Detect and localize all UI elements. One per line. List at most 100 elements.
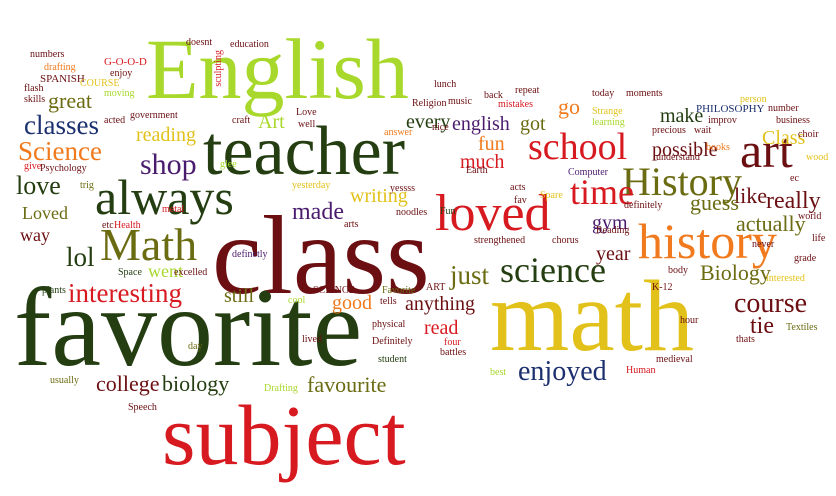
word-body: body bbox=[668, 265, 688, 276]
word-precious: precious bbox=[652, 125, 686, 136]
word-choir: choir bbox=[798, 129, 819, 140]
word-wood: wood bbox=[806, 152, 829, 163]
word-moments: moments bbox=[626, 88, 663, 99]
word-english-cap: English bbox=[146, 21, 409, 117]
word-time: time bbox=[570, 172, 634, 212]
word-anything: anything bbox=[405, 293, 475, 315]
word-psychology: Psychology bbox=[40, 163, 87, 174]
word-spanish: SPANISH bbox=[40, 73, 85, 85]
word-made: made bbox=[292, 199, 344, 225]
word-grade: grade bbox=[794, 253, 817, 264]
word-business: business bbox=[776, 115, 810, 126]
word-flash: flash bbox=[24, 83, 44, 94]
word-trig: trig bbox=[80, 180, 94, 191]
word-noodles: noodles bbox=[396, 207, 428, 218]
word-learning: learning bbox=[592, 117, 625, 128]
word-hour: hour bbox=[680, 315, 699, 326]
word-yesterday: yesterday bbox=[292, 180, 331, 191]
word-number: number bbox=[768, 103, 799, 114]
word-every: every bbox=[406, 111, 451, 133]
word-just: just bbox=[450, 260, 490, 290]
word-tells: tells bbox=[380, 296, 397, 307]
word-give: give bbox=[24, 161, 42, 172]
word-course-cap: COURSE bbox=[80, 78, 120, 89]
word-thats: thats bbox=[736, 334, 755, 345]
word-school: school bbox=[528, 126, 628, 168]
word-art-cap: Art bbox=[258, 111, 285, 133]
word-favorite-cap: Favorite bbox=[382, 285, 416, 296]
word-definitely-cap: Definitely bbox=[372, 336, 413, 347]
word-excelled: excelled bbox=[174, 267, 208, 278]
word-usually: usually bbox=[50, 375, 79, 386]
word-favorite: favorite bbox=[14, 266, 363, 390]
word-back: back bbox=[484, 90, 503, 101]
word-numbers: numbers bbox=[30, 49, 65, 60]
word-science-upper: SCIENCE bbox=[313, 285, 355, 296]
word-fav: fav bbox=[514, 195, 527, 206]
word-lived: lived bbox=[302, 334, 322, 345]
word-art-upper: ART bbox=[426, 282, 446, 293]
word-make: make bbox=[660, 105, 704, 127]
word-love: love bbox=[16, 171, 61, 200]
word-possible: possible bbox=[652, 139, 718, 161]
word-yessss: yessss bbox=[390, 183, 416, 194]
word-human: Human bbox=[626, 365, 656, 376]
word-actually: actually bbox=[736, 211, 806, 236]
word-fun: fun bbox=[478, 133, 505, 155]
word-health: Health bbox=[114, 220, 141, 231]
word-college: college bbox=[96, 371, 160, 396]
word-teacher: teacher bbox=[203, 113, 406, 190]
word-repeat: repeat bbox=[515, 85, 540, 96]
word-medieval: medieval bbox=[656, 354, 693, 365]
word-math-lower: math bbox=[490, 260, 694, 373]
word-got: got bbox=[520, 113, 546, 135]
word-read: read bbox=[424, 317, 459, 339]
word-science-cap: Science bbox=[18, 136, 102, 166]
word-enjoy: enjoy bbox=[110, 68, 133, 79]
word-love-cap: Love bbox=[296, 107, 317, 118]
word-day: day bbox=[188, 341, 203, 352]
word-etc: etc bbox=[102, 220, 114, 231]
word-loved: loved bbox=[435, 185, 551, 242]
word-biology-cap: Biology bbox=[700, 260, 771, 285]
word-year: year bbox=[596, 243, 631, 265]
word-go: go bbox=[558, 94, 580, 119]
word-k12: K-12 bbox=[652, 282, 673, 293]
word-mistakes: mistakes bbox=[498, 99, 533, 110]
word-battles: battles bbox=[440, 347, 467, 358]
word-four: four bbox=[444, 337, 461, 348]
word-understand: understand bbox=[656, 152, 700, 163]
word-metal: metal bbox=[162, 204, 185, 215]
word-way: way bbox=[20, 225, 50, 245]
word-government: government bbox=[130, 110, 178, 121]
word-world: world bbox=[798, 211, 822, 222]
word-arts: arts bbox=[344, 219, 359, 230]
word-books: books bbox=[706, 142, 730, 153]
word-glee: glee bbox=[220, 159, 237, 170]
word-sculpting: sculpting bbox=[213, 50, 224, 87]
word-physical: physical bbox=[372, 319, 406, 330]
word-lol: lol bbox=[66, 242, 95, 272]
word-guess: guess bbox=[690, 190, 739, 215]
word-still: still bbox=[224, 285, 255, 307]
word-drafting-cap: Drafting bbox=[264, 383, 298, 394]
word-space: Space bbox=[118, 267, 142, 278]
word-history-lower: history bbox=[638, 213, 777, 269]
word-gym: gym bbox=[592, 212, 628, 234]
word-acted: acted bbox=[104, 115, 126, 126]
word-writing: writing bbox=[350, 185, 408, 207]
word-philosophy: PHILOSOPHY bbox=[696, 103, 765, 115]
word-great: great bbox=[48, 88, 92, 113]
word-well: well bbox=[298, 119, 316, 130]
word-lunch: lunch bbox=[434, 79, 457, 90]
word-acts: acts bbox=[510, 182, 526, 193]
word-always: always bbox=[95, 169, 234, 225]
word-interested: interested bbox=[766, 273, 805, 284]
word-interesting: interesting bbox=[68, 278, 182, 308]
word-best: best bbox=[490, 367, 507, 378]
word-fun-cap: Fun bbox=[440, 206, 456, 217]
word-drafting: drafting bbox=[44, 62, 76, 73]
word-enjoyed: enjoyed bbox=[518, 356, 607, 387]
word-improv: improv bbox=[708, 115, 737, 126]
